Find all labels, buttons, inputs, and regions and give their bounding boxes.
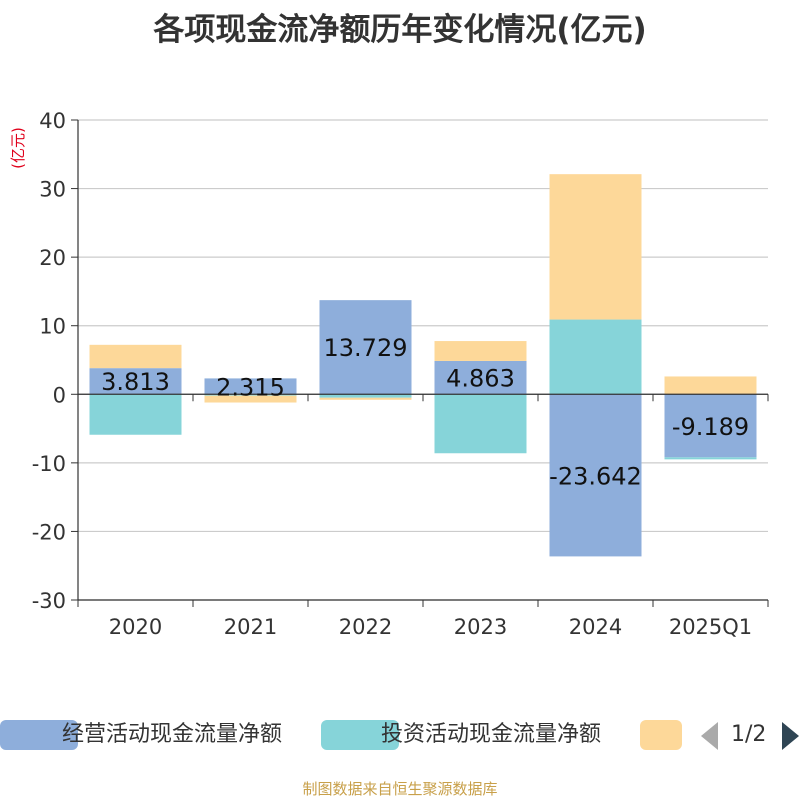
bar-series-1-2021[interactable]	[204, 394, 297, 396]
bar-series-1-2023[interactable]	[434, 394, 527, 454]
bar-series-0-2020[interactable]	[89, 368, 182, 395]
y-tick-label: 30	[39, 178, 66, 202]
data-label: 13.729	[324, 334, 408, 362]
x-tick-label: 2020	[109, 615, 162, 639]
y-axis-unit: (亿元)	[9, 127, 27, 169]
bar-series-0-2023[interactable]	[434, 360, 527, 395]
legend-label-operating[interactable]: 经营活动现金流量净额	[62, 722, 283, 747]
legend-label-investing[interactable]: 投资活动现金流量净额	[381, 722, 602, 747]
bar-series-1-2020[interactable]	[89, 394, 182, 435]
legend: 经营活动现金流量净额 投资活动现金流量净额 1/2	[0, 716, 800, 756]
data-label: 3.813	[101, 368, 170, 396]
y-tick-label: 10	[39, 315, 66, 339]
legend-swatch-investing[interactable]	[321, 720, 399, 750]
data-label: -9.189	[672, 413, 749, 441]
bars	[89, 174, 757, 557]
legend-swatch-third-series[interactable]	[640, 720, 682, 750]
bar-series-2-2021[interactable]	[204, 395, 297, 403]
bar-series-1-2024[interactable]	[549, 319, 642, 395]
bar-series-2-2025Q1[interactable]	[664, 376, 757, 395]
y-tick-label: 40	[39, 109, 66, 133]
legend-next-page-icon[interactable]	[782, 722, 799, 750]
legend-page-indicator: 1/2	[731, 722, 767, 747]
data-label: 4.863	[446, 365, 515, 393]
bar-series-0-2025Q1[interactable]	[664, 394, 757, 458]
footer-source: 制图数据来自恒生聚源数据库	[302, 780, 498, 798]
legend-swatch-operating[interactable]	[0, 720, 78, 750]
bar-series-0-2024[interactable]	[549, 394, 642, 557]
bar-series-1-2022[interactable]	[319, 394, 412, 398]
x-tick-label: 2023	[454, 615, 507, 639]
bar-series-2-2020[interactable]	[89, 344, 182, 369]
bar-series-2-2024[interactable]	[549, 174, 642, 320]
bar-series-2-2022[interactable]	[319, 397, 412, 400]
data-label: -23.642	[549, 462, 642, 490]
x-tick-label: 2024	[569, 615, 622, 639]
bar-series-2-2023[interactable]	[434, 341, 527, 361]
y-tick-label: 20	[39, 246, 66, 270]
y-tick-label: -10	[32, 452, 66, 476]
data-labels: 3.813 2.315 13.729 4.863 -23.642 -9.189	[101, 334, 749, 490]
chart-title: 各项现金流净额历年变化情况(亿元)	[153, 12, 647, 48]
y-tick-label: -30	[32, 589, 66, 613]
y-tick-label: 0	[53, 383, 66, 407]
bar-series-0-2021[interactable]	[204, 378, 297, 395]
x-tick-label: 2022	[339, 615, 392, 639]
x-tick-label: 2021	[224, 615, 277, 639]
axes: 40 30 20 10 0 -10 -20 -30 2020 2021 2022 2023 2024 20…	[32, 109, 769, 639]
y-tick-label: -20	[32, 520, 66, 544]
data-label: 2.315	[216, 373, 285, 401]
legend-prev-page-icon[interactable]	[701, 722, 718, 750]
bar-series-1-2025Q1[interactable]	[664, 457, 757, 460]
x-tick-label: 2025Q1	[669, 615, 752, 639]
bar-series-0-2022[interactable]	[319, 300, 412, 395]
